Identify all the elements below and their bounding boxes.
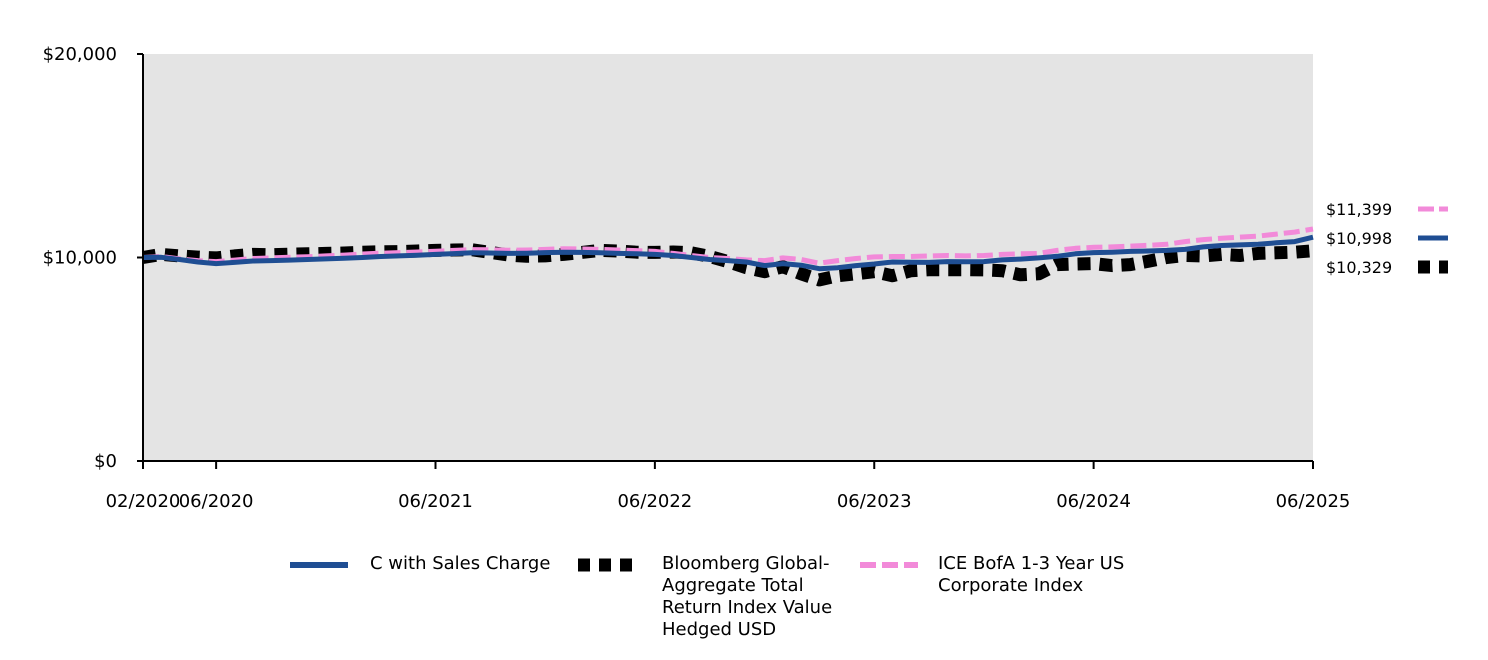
x-tick-label: 06/2025 xyxy=(1276,491,1351,512)
x-tick-label: 06/2022 xyxy=(617,491,692,512)
y-tick-label: $0 xyxy=(94,451,117,472)
x-tick-label: 06/2020 xyxy=(179,491,254,512)
legend: C with Sales Charge Bloomberg Global-Agg… xyxy=(288,553,1154,641)
end-value-label: $10,998 xyxy=(1326,229,1392,248)
legend-label: C with Sales Charge xyxy=(370,553,551,574)
y-tick-label: $10,000 xyxy=(43,248,117,269)
x-tick-label: 06/2024 xyxy=(1056,491,1131,512)
legend-item-c-with-sales-charge: C with Sales Charge xyxy=(288,553,576,575)
series-layer xyxy=(141,226,1314,287)
legend-swatch-dashed xyxy=(860,562,918,568)
legend-label: ICE BofA 1-3 Year US Corporate Index xyxy=(938,553,1125,596)
end-value-label: $10,329 xyxy=(1326,258,1392,277)
legend-swatch-dotted xyxy=(578,558,638,572)
legend-item-bloomberg-global-aggregate: Bloomberg Global-Aggregate Total Return … xyxy=(576,553,858,641)
y-tick-label: $20,000 xyxy=(43,44,117,65)
x-tick-label: 06/2023 xyxy=(837,491,912,512)
legend-swatch-solid xyxy=(290,562,348,568)
end-value-label: $11,399 xyxy=(1326,200,1392,219)
legend-item-ice-bofa-corporate: ICE BofA 1-3 Year US Corporate Index xyxy=(858,553,1154,597)
x-tick-label: 02/2020 xyxy=(106,491,181,512)
x-tick-label: 06/2021 xyxy=(398,491,473,512)
legend-label: Bloomberg Global-Aggregate Total Return … xyxy=(662,553,833,640)
end-labels-layer: $11,399 $10,998 $10,329 xyxy=(1326,200,1448,277)
series-line-0 xyxy=(142,234,1314,272)
